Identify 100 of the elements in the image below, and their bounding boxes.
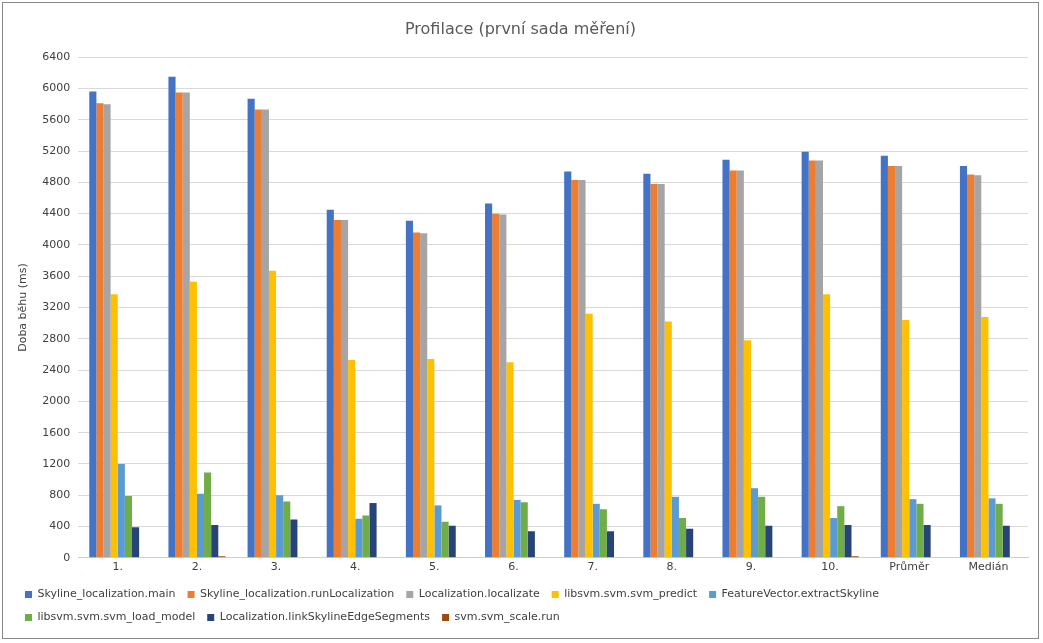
bar [895,165,903,558]
legend-label: Localization.linkSkylineEdgeSegments [219,610,431,624]
bar [434,505,442,558]
bar [880,155,888,558]
bar [750,488,759,558]
bar [110,294,118,558]
bar [420,233,428,558]
bar [902,320,910,558]
bar [599,509,607,558]
bar [520,502,528,558]
bar [283,501,291,558]
bar [513,499,521,558]
x-tick-label: 9. [745,560,757,574]
bar [974,175,982,558]
bar [211,524,219,558]
bar [499,214,507,558]
bar [729,170,737,558]
bar [823,294,831,558]
y-tick-label: 2400 [42,362,71,376]
chart-title: Profilace (první sada měření) [404,18,637,38]
bar [333,219,341,558]
legend-label: Localization.localizate [418,587,540,601]
bar [362,515,370,558]
bar [981,316,989,558]
bar [189,281,197,558]
bar [671,496,679,558]
bar [132,527,140,558]
y-tick-label: 4000 [42,237,71,251]
y-tick-label: 2800 [42,331,71,345]
x-tick-label: 3. [270,560,282,574]
bar [1002,525,1010,558]
bar [657,183,665,558]
x-tick-label: 2. [191,560,203,574]
y-tick-label: 1200 [42,456,71,470]
bar [492,213,500,558]
bar [643,173,651,558]
bar [348,359,356,558]
bar [967,174,975,558]
bar [506,362,514,558]
bar [808,160,816,558]
bar [485,203,493,558]
bar [369,503,377,558]
bar [578,180,586,558]
bar [592,503,600,558]
legend-label: Skyline_localization.runLocalization [200,587,395,601]
bar [815,160,823,558]
legend-label: svm.svm_scale.run [454,610,560,624]
bar [448,525,456,558]
bar [887,165,896,558]
bar [585,313,593,558]
y-tick-label: 2000 [42,394,71,408]
bar [124,496,133,558]
bar [175,92,183,558]
bar [355,518,363,558]
bar [254,109,262,558]
bar [96,103,104,558]
legend-label: FeatureVector.extractSkyline [721,587,880,601]
legend-label: Skyline_localization.main [37,587,176,601]
bar [247,98,255,558]
bar [923,524,931,558]
bar [837,506,845,558]
bar [988,498,996,558]
legend-label: libsvm.svm.svm_load_model [37,610,196,624]
y-tick-label: 4400 [42,206,71,220]
bar [830,517,838,558]
bar [909,499,917,558]
x-tick-label: 7. [587,560,598,574]
bar [89,91,97,558]
bar [527,531,535,558]
x-tick-label: 5. [429,560,440,574]
x-tick-label: 4. [349,560,361,574]
bar [765,525,773,558]
bar [916,503,924,558]
y-tick-label: 3200 [42,300,71,314]
y-tick-label: 5600 [42,112,71,126]
bar [405,220,413,558]
bar [801,151,809,558]
bar [427,359,435,558]
y-tick-label: 0 [63,550,71,564]
x-tick-label: 6. [508,560,519,574]
bar [196,493,205,558]
bar [326,209,334,558]
y-tick-label: 3600 [42,269,71,283]
bar [678,517,687,558]
bar [844,524,852,558]
bar [664,321,672,558]
bar [571,180,579,558]
bar [168,76,176,558]
x-tick-label: Medián [968,560,1009,574]
bar [736,170,744,558]
y-axis-title: Doba běhu (ms) [16,263,30,352]
bar [268,270,277,558]
bar [340,219,349,558]
bar [103,104,111,558]
y-tick-label: 1600 [42,425,71,439]
bar [650,183,658,558]
y-tick-label: 4800 [42,175,71,189]
x-tick-label: 8. [666,560,678,574]
bar [959,165,968,558]
legend-label: libsvm.svm.svm_predict [564,587,698,601]
